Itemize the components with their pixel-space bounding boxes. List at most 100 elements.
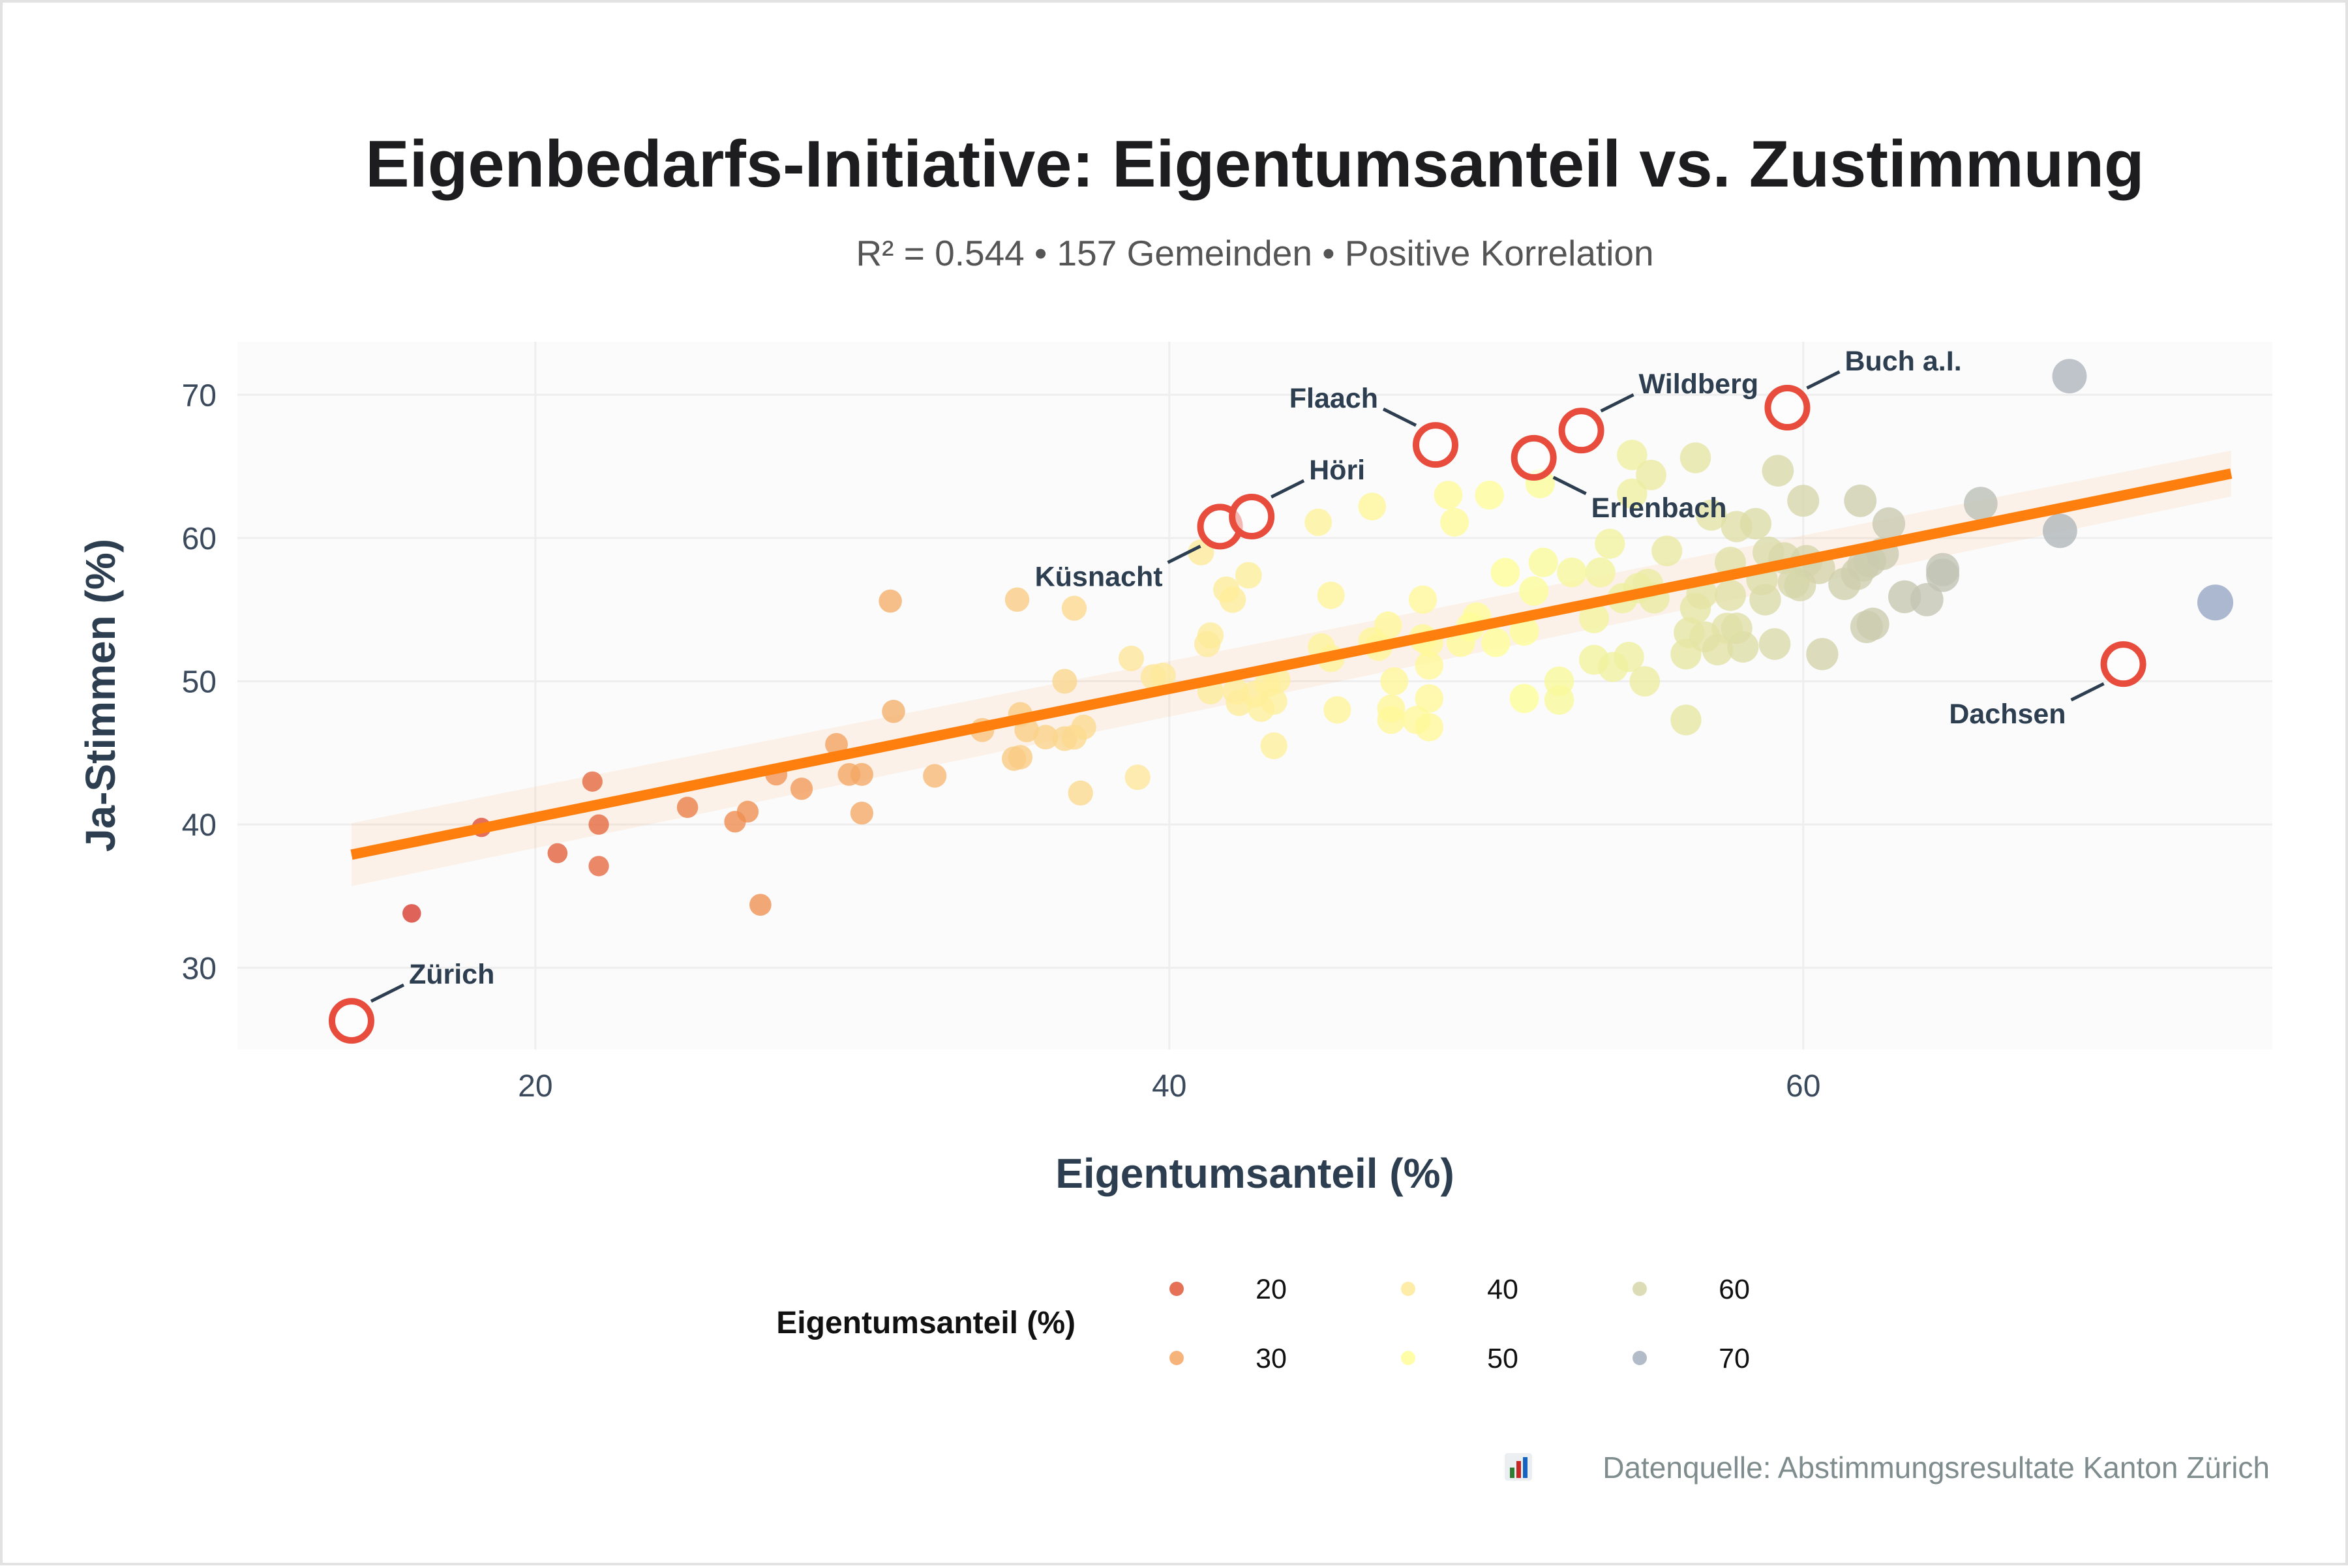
annotation-leader xyxy=(2070,682,2105,702)
annotation-leader xyxy=(1167,545,1201,564)
data-point xyxy=(1595,528,1625,559)
annotation-label: Flaach xyxy=(1289,383,1378,414)
data-point xyxy=(790,777,813,800)
data-point xyxy=(1670,704,1702,736)
data-point xyxy=(1188,539,1214,565)
y-tick-label: 60 xyxy=(182,522,217,556)
data-point xyxy=(1787,485,1820,517)
highlighted-point xyxy=(1558,408,1604,454)
y-tick-label: 40 xyxy=(182,808,217,843)
legend-label: 40 xyxy=(1487,1274,1518,1305)
data-point xyxy=(1490,558,1520,587)
data-point xyxy=(879,589,902,613)
data-point xyxy=(850,762,873,786)
data-point xyxy=(588,814,609,835)
data-point xyxy=(1033,725,1059,750)
legend-swatch xyxy=(1169,1282,1184,1296)
highlighted-point xyxy=(1229,493,1275,539)
data-point xyxy=(1614,641,1644,672)
data-point xyxy=(2197,584,2234,621)
data-point xyxy=(2052,359,2087,394)
data-point xyxy=(1068,780,1093,806)
data-point xyxy=(1415,684,1444,713)
data-point xyxy=(1197,622,1224,649)
x-tick-label: 40 xyxy=(1152,1069,1186,1104)
data-point xyxy=(1434,481,1463,509)
source-note: Datenquelle: Abstimmungsresultate Kanton… xyxy=(1505,1451,2270,1485)
chart-title: Eigenbedarfs-Initiative: Eigentumsanteil… xyxy=(365,128,2144,201)
data-point xyxy=(1304,508,1332,536)
legend-label: 50 xyxy=(1487,1343,1518,1374)
legend-label: 30 xyxy=(1256,1343,1287,1374)
data-point xyxy=(1636,459,1666,490)
highlighted-point xyxy=(1764,385,1811,431)
data-point xyxy=(1052,669,1077,694)
y-axis-label: Ja-Stimmen (%) xyxy=(77,539,124,852)
legend-label: 20 xyxy=(1256,1274,1287,1305)
data-point xyxy=(402,904,421,923)
data-point xyxy=(1380,667,1409,696)
legend-label: 70 xyxy=(1719,1343,1750,1374)
data-point xyxy=(1235,562,1262,589)
data-point xyxy=(1061,596,1087,621)
data-point xyxy=(1679,442,1711,474)
legend-label: 60 xyxy=(1719,1274,1750,1305)
data-point xyxy=(1872,507,1906,541)
annotation-leader xyxy=(1806,370,1841,390)
legend-swatch xyxy=(1401,1351,1415,1365)
annotation-label: Erlenbach xyxy=(1591,492,1727,524)
data-point xyxy=(1374,611,1402,640)
highlighted-point xyxy=(1413,422,1459,468)
legend-swatch xyxy=(1633,1351,1647,1365)
data-point xyxy=(1260,732,1287,759)
data-point xyxy=(1004,587,1030,612)
data-point xyxy=(1528,547,1558,577)
highlighted-point xyxy=(328,998,374,1044)
data-point xyxy=(547,843,568,864)
annotation-leader xyxy=(1600,393,1634,413)
data-point xyxy=(1727,631,1759,663)
y-tick-label: 30 xyxy=(182,952,217,986)
data-point xyxy=(1758,628,1791,660)
data-point xyxy=(1910,582,1944,616)
data-point xyxy=(1415,713,1444,742)
annotation-leader xyxy=(1271,479,1305,499)
data-point xyxy=(1323,696,1351,724)
data-point xyxy=(1806,638,1839,671)
data-point xyxy=(1856,607,1889,641)
y-tick-label: 50 xyxy=(182,665,217,700)
axis-ticks: 20 40 60 30 40 50 60 70 xyxy=(182,378,1821,1104)
data-point xyxy=(1377,706,1406,734)
data-point xyxy=(1544,685,1574,715)
data-point xyxy=(1579,603,1609,633)
data-point xyxy=(1509,684,1539,714)
data-point xyxy=(1739,507,1772,540)
annotation-label: Zürich xyxy=(409,959,494,990)
data-point xyxy=(1124,764,1151,791)
data-point xyxy=(1440,507,1469,537)
data-point xyxy=(1509,616,1539,646)
annotation-label: Dachsen xyxy=(1949,699,2066,730)
data-point xyxy=(1617,440,1648,470)
data-point xyxy=(1964,487,1998,520)
data-point xyxy=(1071,714,1096,740)
x-tick-label: 20 xyxy=(518,1069,552,1104)
regression-line-path xyxy=(350,468,2233,860)
data-point xyxy=(850,802,873,825)
data-point xyxy=(1557,557,1587,588)
scatter-chart: Eigenbedarfs-Initiative: Eigentumsanteil… xyxy=(77,128,2272,1485)
annotation-leader xyxy=(1552,475,1587,496)
data-point xyxy=(1844,484,1877,517)
data-point xyxy=(1762,455,1794,487)
data-point xyxy=(1695,499,1727,531)
annotation-leader xyxy=(370,983,405,1003)
data-point xyxy=(1585,557,1616,588)
highlighted-point xyxy=(1511,434,1557,481)
data-point xyxy=(882,699,905,723)
data-point xyxy=(1317,581,1345,609)
data-point xyxy=(1481,627,1511,657)
legend-swatch xyxy=(1633,1282,1647,1296)
data-point xyxy=(1926,552,1960,586)
data-point xyxy=(582,771,603,792)
